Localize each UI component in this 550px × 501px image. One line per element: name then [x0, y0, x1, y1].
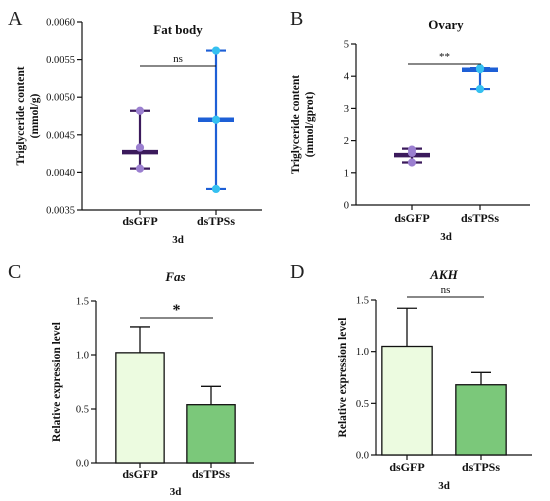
panel-c-category-label: dsTPSs — [192, 467, 230, 481]
panel-c-x-label: 3d — [170, 486, 182, 498]
panel-a-y-label-unit: (mmol/g) — [29, 93, 41, 138]
panel-c-y-tick-label: 1.0 — [76, 351, 89, 362]
panel-a-y-label: Triglyceride content — [15, 66, 27, 165]
panel-b-letter: B — [290, 8, 303, 30]
panel-a-data-point — [135, 143, 145, 152]
panel-c-title: Fas — [164, 269, 185, 284]
panel-d-significance-label: ns — [441, 284, 451, 296]
panel-a-title: Fat body — [153, 22, 203, 37]
panel-a-y-tick-label: 0.0055 — [46, 55, 75, 66]
panel-b-data-point — [407, 158, 417, 167]
panel-d-y-tick-label: 1.5 — [356, 296, 369, 307]
panel-c-y-tick-label: 0.0 — [76, 459, 89, 470]
panel-c-y-tick-label: 0.5 — [76, 405, 89, 416]
panel-b-x-label: 3d — [440, 231, 452, 243]
panel-b-data-point — [475, 64, 485, 73]
panel-b: B Ovary 0 1 2 3 4 5 dsGFP dsTPSs 3d Triglyceride co… — [290, 8, 530, 243]
panel-b-y-label: Triglyceride content — [290, 75, 302, 174]
panel-b-title: Ovary — [428, 17, 464, 32]
panel-d-y-tick-label: 1.0 — [356, 347, 369, 358]
panel-a-y-tick-label: 0.0040 — [46, 168, 75, 179]
panel-c-bar — [186, 404, 236, 464]
panel-a-y-tick-label: 0.0050 — [46, 93, 75, 104]
panel-a: A Fat body 0.0035 0.0040 0.0045 0.0050 0.0055 0… — [8, 8, 262, 246]
panel-a-data-point — [135, 164, 145, 173]
panel-a-category-label: dsGFP — [122, 214, 157, 228]
panel-c-significance-label: * — [173, 302, 181, 319]
panel-a-letter: A — [8, 8, 23, 30]
panel-b-y-tick-label: 3 — [344, 104, 349, 115]
panel-c-bar — [115, 352, 165, 464]
panel-d-letter: D — [290, 261, 304, 283]
panel-b-y-tick-label: 1 — [344, 168, 349, 179]
panel-d-x-label: 3d — [438, 480, 450, 492]
panel-b-category-label: dsGFP — [394, 211, 429, 225]
panel-c-letter: C — [8, 261, 21, 283]
panel-d-category-label: dsGFP — [389, 460, 424, 474]
panel-c-category-label: dsGFP — [122, 467, 157, 481]
panel-b-y-tick-label: 2 — [344, 136, 349, 147]
panel-a-data-point — [135, 106, 145, 115]
panel-b-y-label-unit: (mmol/gprot) — [304, 92, 316, 158]
panel-a-data-point — [211, 184, 221, 194]
panel-b-y-tick-label: 4 — [344, 72, 350, 83]
panel-b-y-tick-label: 0 — [344, 201, 349, 212]
panel-b-y-tick-label: 5 — [344, 40, 349, 51]
panel-b-data-point — [475, 84, 485, 94]
panel-a-y-tick-label: 0.0035 — [46, 206, 75, 217]
panel-a-category-label: dsTPSs — [197, 214, 235, 228]
panel-a-x-label: 3d — [172, 234, 184, 246]
panel-d-category-label: dsTPSs — [462, 460, 500, 474]
panel-c-y-tick-label: 1.5 — [76, 297, 89, 308]
panel-d-y-label: Relative expression level — [337, 318, 349, 438]
panel-d-bar — [381, 345, 433, 456]
panel-a-y-tick-label: 0.0045 — [46, 130, 75, 141]
panel-a-y-tick-label: 0.0060 — [46, 18, 75, 29]
panel-b-category-label: dsTPSs — [461, 211, 499, 225]
panel-c: C Fas 0.0 0.5 1.0 1.5 dsGFP dsTPSs 3d Relative ex… — [8, 261, 254, 498]
panel-b-data-point — [407, 145, 417, 154]
panel-d-y-tick-label: 0.5 — [356, 399, 369, 410]
panel-d-y-tick-label: 0.0 — [356, 451, 369, 462]
panel-a-significance-label: ns — [173, 53, 183, 65]
panel-a-data-point — [211, 46, 221, 55]
panel-d-title: AKH — [429, 267, 458, 282]
panel-b-significance-label: ** — [439, 51, 450, 63]
panel-c-y-label: Relative expression level — [51, 322, 63, 442]
panel-a-data-point — [211, 115, 221, 124]
panel-d: D AKH 0.0 0.5 1.0 1.5 dsGFP dsTPSs 3d Relative ex… — [290, 261, 532, 492]
panel-d-bar — [455, 384, 507, 456]
